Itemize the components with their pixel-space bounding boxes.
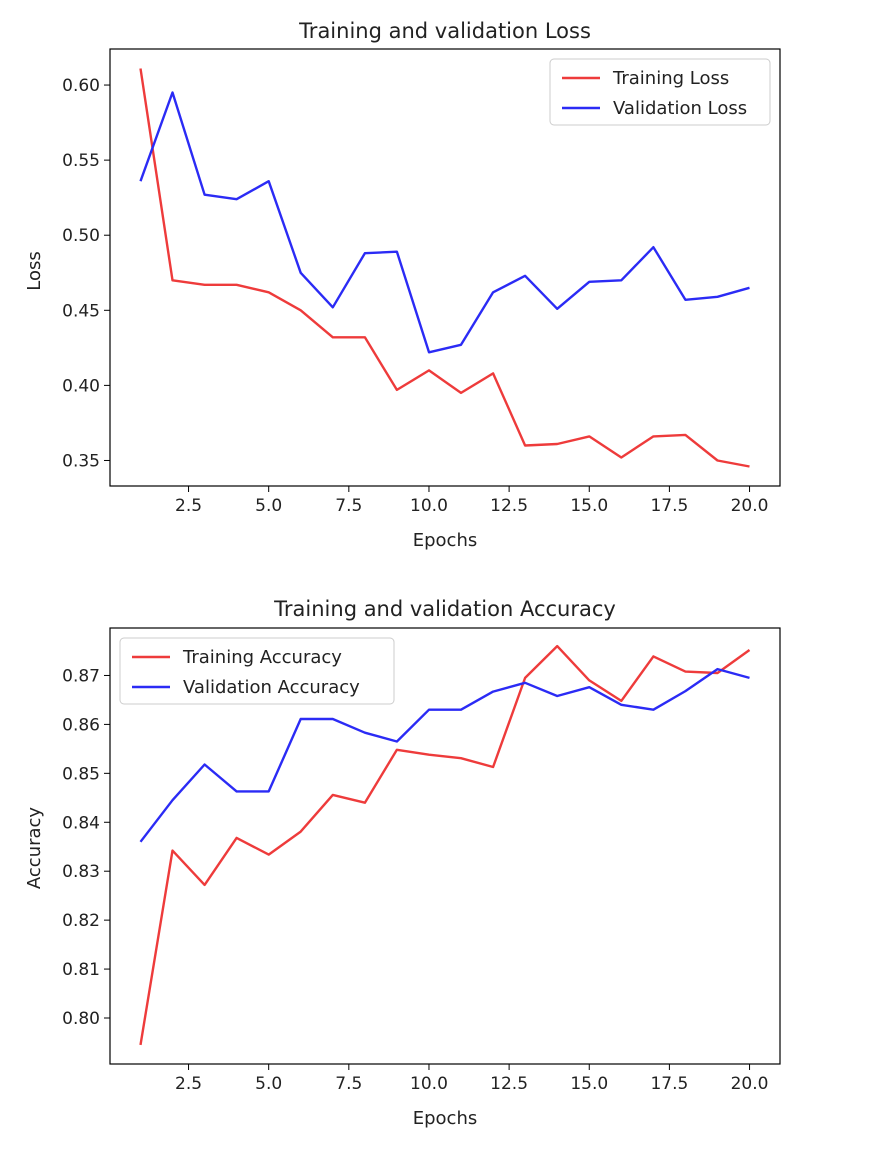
loss-chart-legend-box xyxy=(549,58,771,126)
accuracy-chart-x-tick-label: 20.0 xyxy=(731,1074,769,1094)
loss-chart-legend: Training Loss Validation Loss xyxy=(549,58,771,126)
accuracy-chart-y-tick-label: 0.86 xyxy=(62,715,100,735)
accuracy-chart-legend-label-validation: Validation Accuracy xyxy=(183,677,360,698)
accuracy-chart-y-tick-label: 0.87 xyxy=(62,666,100,686)
loss-chart-x-tick-label: 12.5 xyxy=(490,496,528,516)
accuracy-chart-y-tick-label: 0.80 xyxy=(62,1009,100,1029)
accuracy-chart-x-tick-label: 5.0 xyxy=(255,1074,282,1094)
accuracy-chart-legend-label-training: Training Accuracy xyxy=(182,647,342,668)
loss-chart-x-tick-label: 10.0 xyxy=(410,496,448,516)
accuracy-chart-y-tick-label: 0.84 xyxy=(62,813,100,833)
loss-chart-y-tick-label: 0.50 xyxy=(62,226,100,246)
loss-chart-x-tick-label: 2.5 xyxy=(175,496,202,516)
loss-chart-x-tick-label: 5.0 xyxy=(255,496,282,516)
accuracy-chart-title: Training and validation Accuracy xyxy=(273,597,616,621)
accuracy-chart-y-tick-label: 0.85 xyxy=(62,764,100,784)
loss-chart: Training and validation Loss Epochs Loss… xyxy=(24,19,781,551)
accuracy-chart-x-tick-label: 12.5 xyxy=(490,1074,528,1094)
accuracy-chart-series-training-line xyxy=(139,644,751,1046)
loss-chart-y-tick-label: 0.45 xyxy=(62,301,100,321)
loss-chart-title: Training and validation Loss xyxy=(298,19,591,43)
accuracy-chart-x-tick-label: 2.5 xyxy=(175,1074,202,1094)
loss-chart-legend-label-training: Training Loss xyxy=(612,68,729,89)
accuracy-chart-plot-area xyxy=(139,644,751,1046)
accuracy-chart-y-axis-label: Accuracy xyxy=(24,807,45,890)
loss-chart-y-axis-label: Loss xyxy=(24,251,45,290)
accuracy-chart-ticks: 2.5 5.0 7.5 10.0 12.5 15.0 17.5 20.0 0.80 0.81 0.8… xyxy=(62,666,768,1094)
accuracy-chart-x-tick-label: 10.0 xyxy=(410,1074,448,1094)
accuracy-chart-legend: Training Accuracy Validation Accuracy xyxy=(119,637,395,705)
loss-chart-y-tick-label: 0.35 xyxy=(62,451,100,471)
loss-chart-x-tick-label: 20.0 xyxy=(731,496,769,516)
loss-chart-y-tick-label: 0.60 xyxy=(62,76,100,96)
loss-chart-series-training-line xyxy=(139,68,750,468)
loss-chart-x-tick-label: 17.5 xyxy=(650,496,688,516)
loss-chart-plot-area xyxy=(139,68,750,468)
accuracy-chart-x-tick-label: 17.5 xyxy=(650,1074,688,1094)
loss-chart-x-axis-label: Epochs xyxy=(413,530,478,551)
loss-chart-y-tick-label: 0.40 xyxy=(62,376,100,396)
loss-chart-x-tick-label: 7.5 xyxy=(335,496,362,516)
accuracy-chart-y-tick-label: 0.82 xyxy=(62,911,100,931)
accuracy-chart-x-tick-label: 15.0 xyxy=(570,1074,608,1094)
accuracy-chart-frame xyxy=(109,627,781,1065)
loss-chart-series-validation-line xyxy=(139,91,750,354)
loss-chart-frame xyxy=(109,48,781,487)
loss-chart-y-tick-label: 0.55 xyxy=(62,151,100,171)
accuracy-chart-series-validation-line xyxy=(139,667,750,843)
accuracy-chart-legend-box xyxy=(119,637,395,705)
accuracy-chart-x-tick-label: 7.5 xyxy=(335,1074,362,1094)
loss-chart-legend-label-validation: Validation Loss xyxy=(613,98,747,119)
accuracy-chart-y-tick-label: 0.81 xyxy=(62,960,100,980)
loss-chart-ticks: 2.5 5.0 7.5 10.0 12.5 15.0 17.5 20.0 0.35 0.40 0.4… xyxy=(62,76,768,516)
accuracy-chart: Training and validation Accuracy Epochs … xyxy=(24,597,781,1129)
loss-chart-x-tick-label: 15.0 xyxy=(570,496,608,516)
accuracy-chart-y-tick-label: 0.83 xyxy=(62,862,100,882)
accuracy-chart-x-axis-label: Epochs xyxy=(413,1108,478,1129)
